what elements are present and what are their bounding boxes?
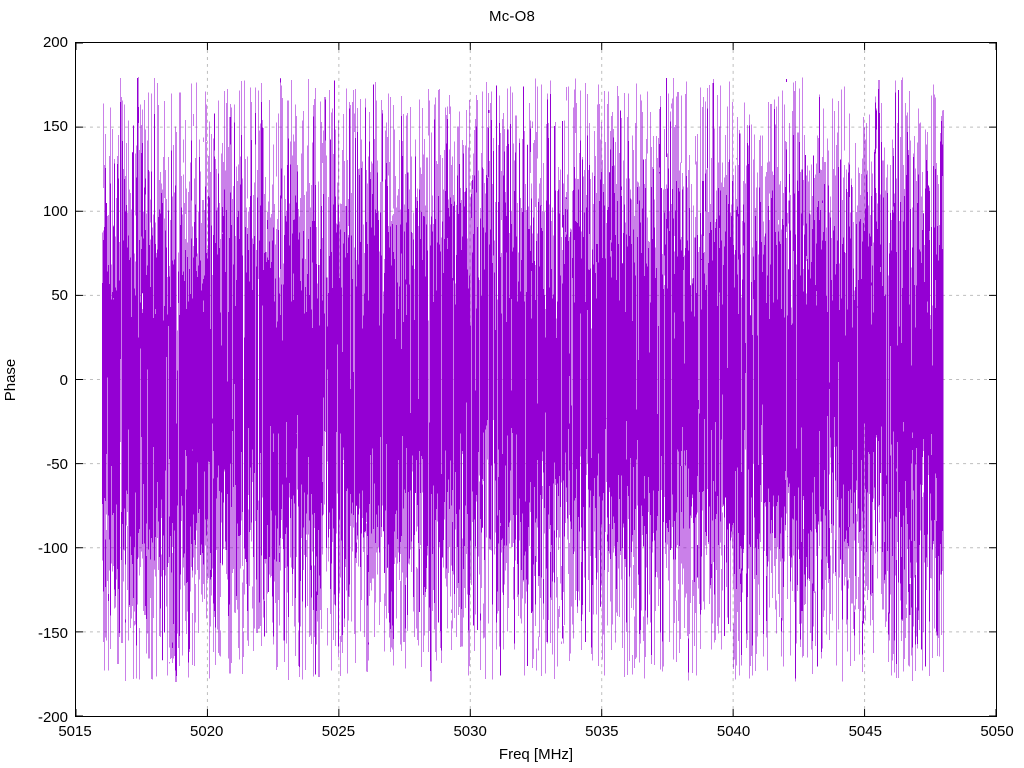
chart-title: Mc-O8	[489, 8, 535, 25]
plot-area	[75, 42, 997, 717]
y-axis-tick-labels: -200 -150 -100 -50 0 50 100 150 200	[0, 35, 68, 725]
data-series-phase	[102, 76, 944, 682]
x-axis-tick-labels: 5015 5020 5025 5030 5035 5040 5045 5050	[58, 723, 1013, 744]
x-tick-label: 5050	[980, 723, 1014, 740]
y-tick-label: -50	[46, 455, 68, 473]
x-tick-label: 5015	[58, 723, 92, 740]
phase-core-band	[102, 121, 944, 640]
y-tick-label: -150	[37, 624, 68, 642]
y-tick-label: 0	[59, 371, 68, 389]
y-tick-label: 150	[42, 118, 68, 136]
y-tick-label: -200	[37, 709, 68, 726]
y-tick-label: 200	[42, 34, 68, 51]
y-tick-label: -100	[37, 540, 68, 558]
x-tick-label: 5035	[585, 723, 619, 740]
y-tick-label: 100	[42, 202, 68, 220]
x-tick-label: 5025	[321, 723, 356, 740]
x-axis-title: Freq [MHz]	[498, 746, 574, 763]
x-tick-label: 5020	[190, 723, 224, 740]
x-tick-label: 5045	[848, 723, 882, 740]
x-tick-label: 5040	[716, 723, 751, 740]
y-tick-label: 50	[51, 287, 68, 305]
x-tick-label: 5030	[453, 723, 487, 740]
